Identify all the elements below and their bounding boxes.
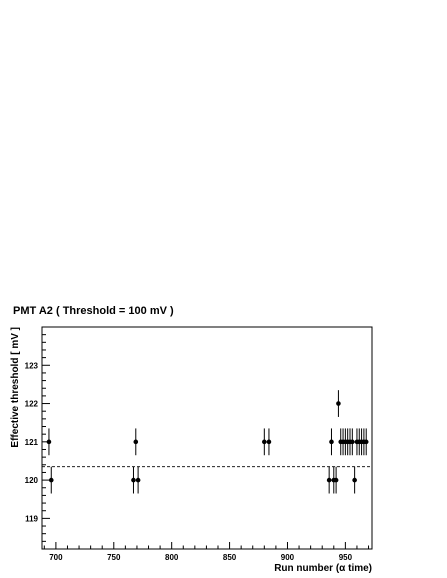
point-marker — [350, 439, 355, 445]
x-axis-label: Run number (α time) — [274, 563, 372, 574]
x-tick-label: 950 — [339, 553, 353, 562]
data-points — [46, 390, 369, 494]
point-marker — [48, 477, 54, 483]
data-point — [48, 466, 54, 494]
data-point — [352, 466, 357, 494]
point-marker — [352, 477, 357, 483]
point-marker — [131, 477, 136, 483]
y-tick-label: 120 — [25, 476, 39, 485]
data-point — [262, 428, 267, 456]
data-point — [363, 428, 369, 456]
chart-title: PMT A2 ( Threshold = 100 mV ) — [13, 305, 174, 317]
point-marker — [333, 477, 339, 483]
point-marker — [363, 439, 369, 445]
y-tick-label: 119 — [25, 514, 38, 523]
x-tick-label: 700 — [49, 553, 63, 562]
y-tick-label: 123 — [25, 361, 39, 370]
x-tick-labels: 700 750 800 850 900 950 — [49, 553, 352, 562]
point-marker — [46, 439, 52, 445]
point-marker — [266, 439, 272, 445]
data-point — [135, 466, 141, 494]
point-marker — [326, 477, 332, 483]
point-marker — [262, 439, 267, 445]
data-point — [333, 466, 339, 494]
x-tick-label: 750 — [107, 553, 121, 562]
data-point — [350, 428, 355, 456]
data-point — [266, 428, 272, 456]
data-point — [131, 466, 136, 494]
y-tick-label: 121 — [25, 438, 39, 447]
data-point — [336, 390, 341, 417]
data-point — [329, 428, 334, 456]
x-tick-label: 850 — [223, 553, 237, 562]
y-tick-labels: 119 120 121 122 123 — [25, 361, 39, 523]
plot-frame — [41, 326, 373, 550]
point-marker — [135, 477, 141, 483]
x-tick-label: 900 — [281, 553, 295, 562]
point-marker — [336, 401, 341, 406]
x-tick-label: 800 — [165, 553, 179, 562]
point-marker — [133, 439, 139, 445]
data-point — [133, 428, 139, 456]
y-axis-label: Effective threshold [ mV ] — [10, 327, 21, 448]
y-tick-label: 122 — [25, 400, 39, 409]
data-point — [46, 428, 52, 456]
axis-ticks — [42, 326, 370, 550]
data-point — [326, 466, 332, 494]
point-marker — [329, 439, 334, 445]
